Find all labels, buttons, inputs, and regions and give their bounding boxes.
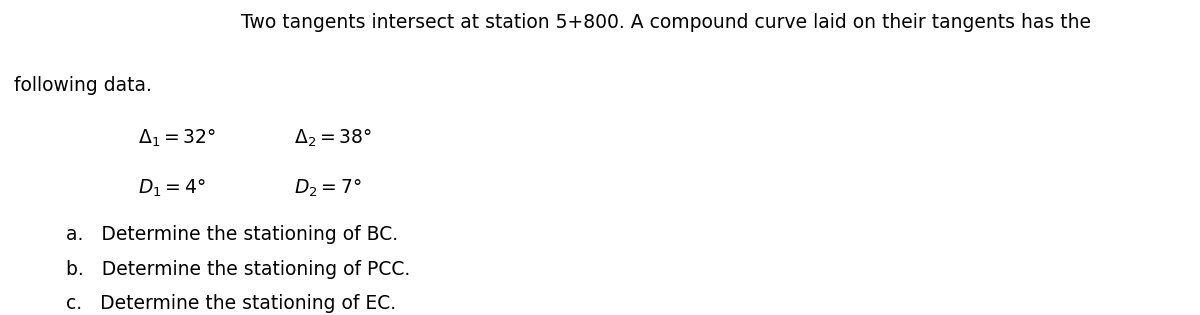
- Text: Two tangents intersect at station 5+800. A compound curve laid on their tangents: Two tangents intersect at station 5+800.…: [241, 13, 1091, 32]
- Text: $D_2 = 7°$: $D_2 = 7°$: [294, 178, 361, 199]
- Text: b.   Determine the stationing of PCC.: b. Determine the stationing of PCC.: [66, 260, 410, 279]
- Text: $\Delta_1 = 32°$: $\Delta_1 = 32°$: [138, 128, 216, 149]
- Text: c.   Determine the stationing of EC.: c. Determine the stationing of EC.: [66, 294, 396, 312]
- Text: a.   Determine the stationing of BC.: a. Determine the stationing of BC.: [66, 225, 398, 244]
- Text: $D_1 = 4°$: $D_1 = 4°$: [138, 178, 205, 199]
- Text: $\Delta_2 = 38°$: $\Delta_2 = 38°$: [294, 128, 372, 149]
- Text: following data.: following data.: [14, 76, 152, 94]
